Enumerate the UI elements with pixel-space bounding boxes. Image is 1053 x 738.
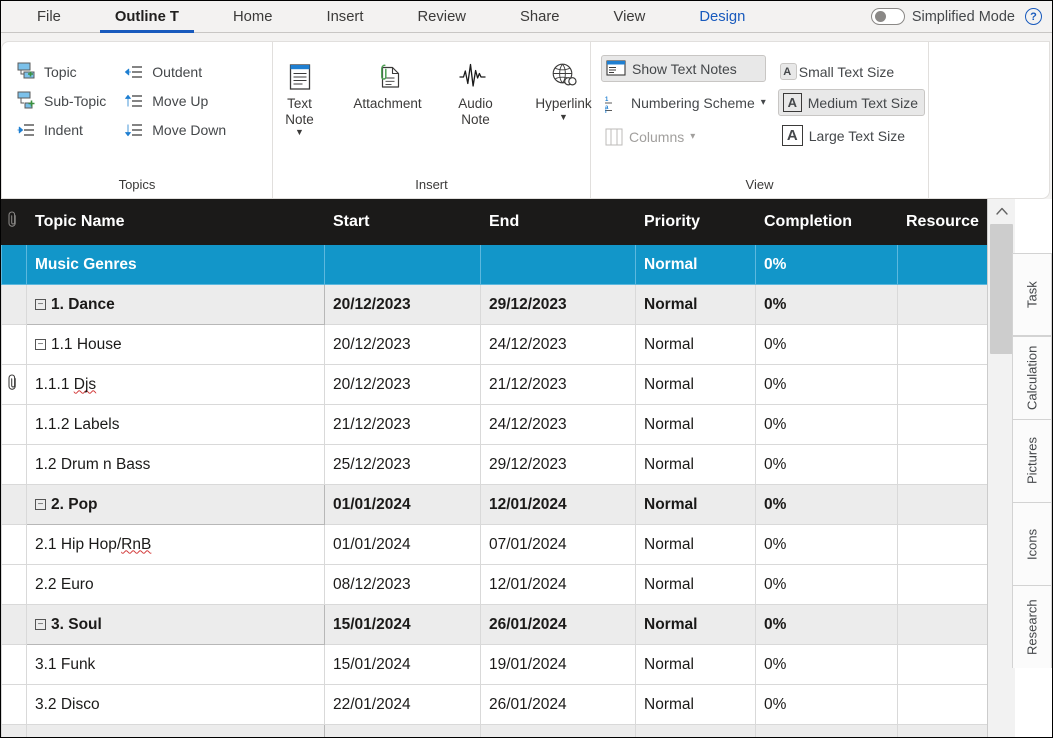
svg-text:1: 1: [605, 97, 609, 103]
